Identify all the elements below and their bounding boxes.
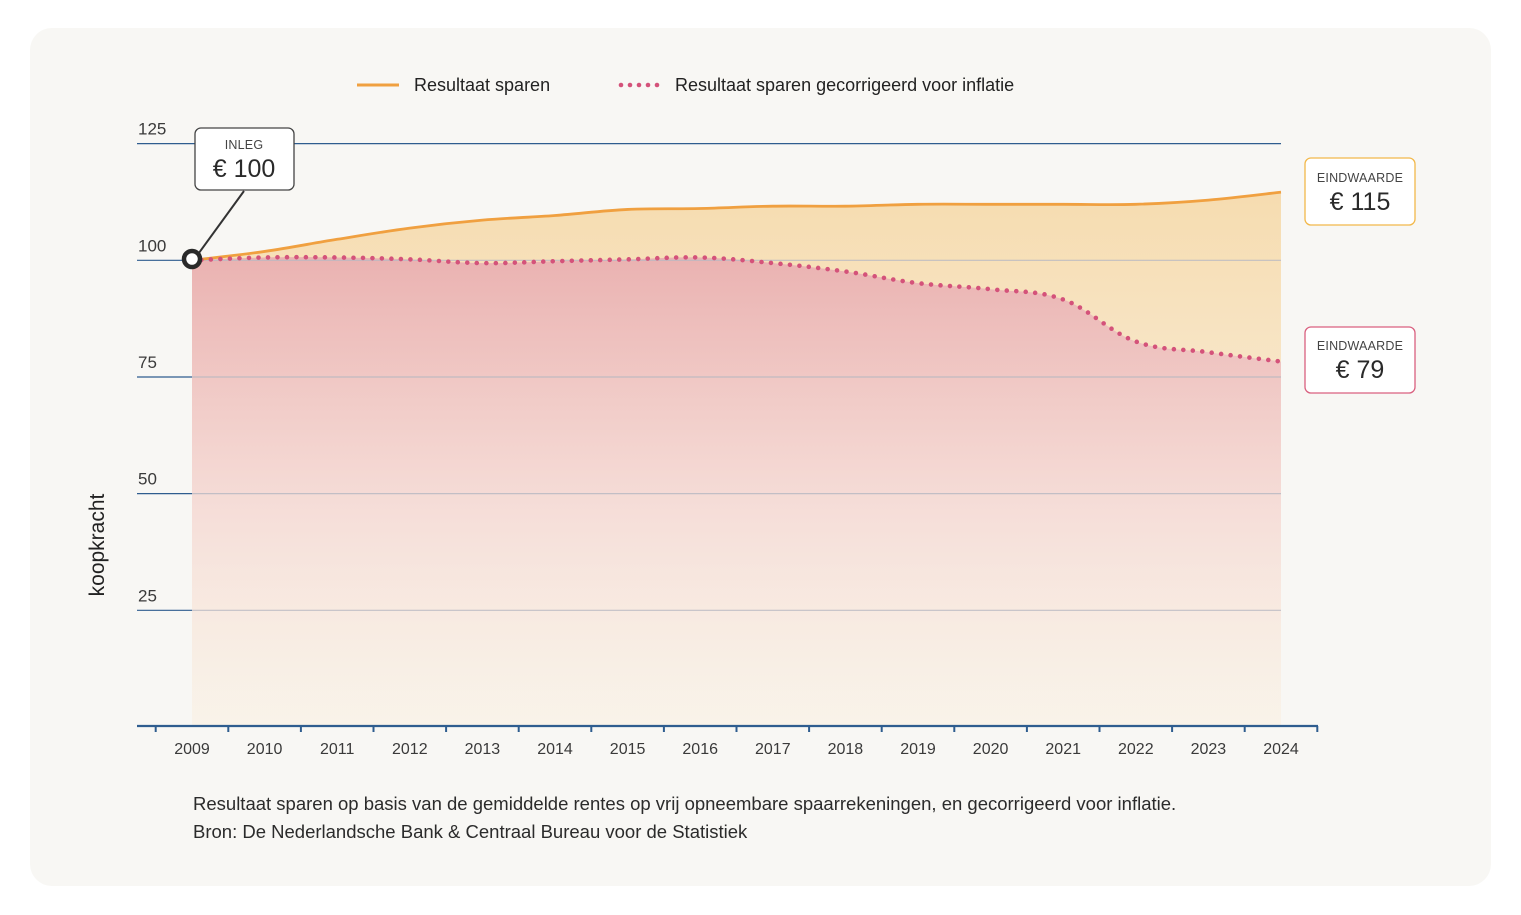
x-tick-label: 2014 bbox=[537, 741, 573, 758]
x-tick-label: 2018 bbox=[828, 741, 864, 758]
y-tick-label: 25 bbox=[138, 586, 157, 605]
start-point-marker bbox=[181, 248, 203, 270]
annotation-eindwaarde-inflatie: EINDWAARDE € 79 bbox=[1304, 326, 1416, 394]
legend-label-sparen: Resultaat sparen bbox=[414, 75, 550, 95]
annotation-eindwaarde-inflatie-value: € 79 bbox=[1336, 356, 1385, 384]
x-tick-label: 2024 bbox=[1263, 741, 1299, 758]
x-tick-label: 2011 bbox=[320, 741, 355, 758]
x-tick-label: 2020 bbox=[973, 741, 1009, 758]
x-tick-label: 2015 bbox=[610, 741, 646, 758]
x-tick-label: 2009 bbox=[174, 741, 210, 758]
annotation-inleg-box bbox=[194, 127, 295, 191]
y-axis-label: koopkracht bbox=[86, 493, 109, 596]
x-tick-label: 2021 bbox=[1045, 741, 1081, 758]
y-tick-label: 50 bbox=[138, 470, 157, 489]
x-tick-label: 2010 bbox=[247, 741, 283, 758]
annotation-eindwaarde-sparen-box bbox=[1304, 157, 1416, 226]
annotation-eindwaarde-sparen-label: EINDWAARDE bbox=[1317, 171, 1403, 185]
annotation-eindwaarde-inflatie-box bbox=[1304, 326, 1416, 394]
annotation-inleg: INLEG € 100 bbox=[181, 127, 295, 270]
y-tick-label: 125 bbox=[138, 120, 166, 139]
annotation-eindwaarde-sparen-value: € 115 bbox=[1330, 188, 1391, 216]
annotation-leader-line bbox=[195, 190, 245, 258]
y-tick-label: 75 bbox=[138, 353, 157, 372]
line-sparen bbox=[191, 190, 1282, 262]
x-tick-label: 2016 bbox=[682, 741, 718, 758]
y-tick-label: 100 bbox=[138, 236, 166, 255]
caption-description: Resultaat sparen op basis van de gemidde… bbox=[193, 793, 1177, 814]
legend: Resultaat sparen Resultaat sparen gecorr… bbox=[357, 75, 1014, 95]
annotation-eindwaarde-sparen: EINDWAARDE € 115 bbox=[1304, 157, 1416, 226]
x-tick-label: 2022 bbox=[1118, 741, 1154, 758]
x-tick-label: 2012 bbox=[392, 741, 428, 758]
legend-swatch-dotted bbox=[618, 82, 660, 88]
caption-source: Bron: De Nederlandsche Bank & Centraal B… bbox=[193, 821, 748, 842]
legend-label-inflatie: Resultaat sparen gecorrigeerd voor infla… bbox=[675, 75, 1014, 95]
annotation-inleg-value: € 100 bbox=[213, 155, 276, 183]
annotation-inleg-label: INLEG bbox=[225, 138, 264, 152]
x-tick-label: 2023 bbox=[1191, 741, 1227, 758]
line-inflatie bbox=[189, 254, 1284, 364]
chart-caption: Resultaat sparen op basis van de gemidde… bbox=[193, 790, 1176, 846]
x-tick-label: 2019 bbox=[900, 741, 936, 758]
x-tick-label: 2017 bbox=[755, 741, 791, 758]
area-inflatie bbox=[192, 257, 1281, 727]
x-tick-label: 2013 bbox=[465, 741, 501, 758]
annotation-eindwaarde-inflatie-label: EINDWAARDE bbox=[1317, 339, 1403, 353]
